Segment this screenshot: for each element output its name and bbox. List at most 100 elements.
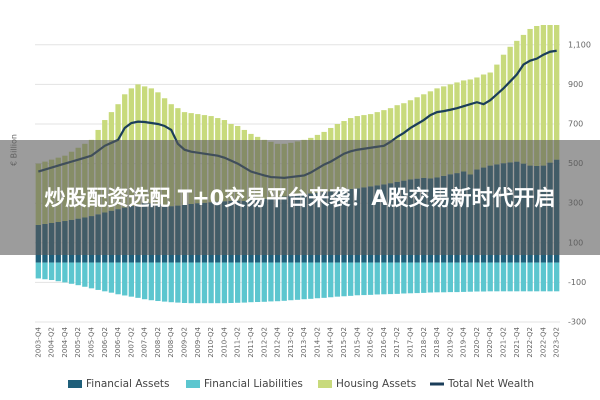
bar [314,262,321,299]
bar [441,262,447,293]
bar [534,25,540,166]
bar [367,262,374,295]
bar [394,262,400,294]
bar [268,262,274,302]
bar [474,262,480,292]
bar [161,262,168,302]
x-tick-label: 2017-Q4 [406,326,414,357]
bar [135,262,141,298]
x-tick-label: 2021-Q2 [500,327,508,358]
bar [361,262,367,296]
bar [427,262,434,293]
x-tick-label: 2011-Q4 [247,326,255,357]
bar [500,54,507,164]
bar [454,82,460,174]
bar [208,262,214,304]
bar [188,262,194,304]
x-tick-label: 2009-Q4 [194,326,202,357]
bar [381,262,387,295]
bar [228,262,234,303]
bar [254,262,261,303]
y-tick-label: 700 [568,120,583,129]
x-tick-label: 2015-Q4 [353,326,361,357]
bar [407,100,414,180]
bar [95,262,101,290]
bar [301,262,307,300]
bar [354,262,360,296]
bar [421,94,427,178]
x-tick-label: 2015-Q2 [340,327,348,358]
x-tick-label: 2005-Q4 [87,326,95,357]
bar [288,262,294,301]
x-tick-label: 2014-Q2 [313,327,321,358]
x-tick-label: 2005-Q2 [74,327,82,358]
bar [487,262,493,292]
y-tick-label: 900 [568,80,583,89]
bar [447,262,454,293]
bar [507,46,513,163]
bar [62,262,68,283]
bar [467,79,473,175]
bar [441,86,447,176]
bar [554,262,560,292]
bar [122,262,128,296]
bar [348,262,354,296]
bar [527,28,533,166]
bar [235,262,241,303]
x-tick-label: 2006-Q2 [101,327,109,358]
bar [554,25,560,160]
bar [321,262,327,298]
bar [494,262,500,292]
bar [401,262,407,294]
legend-label: Housing Assets [336,378,416,390]
bar [201,262,208,304]
bar [514,40,520,162]
x-tick-label: 2019-Q4 [460,326,468,357]
bar [494,64,500,165]
bar [527,262,533,292]
bar [547,262,553,292]
x-tick-label: 2011-Q2 [234,327,242,358]
x-tick-label: 2014-Q4 [327,326,335,357]
bar [102,262,108,292]
bar [115,262,121,295]
bar [141,262,148,300]
bar [547,25,553,163]
bar [148,262,154,301]
y-tick-label: -300 [568,318,586,327]
legend-label: Financial Assets [86,378,170,390]
bar [374,262,380,295]
bar [48,262,55,281]
banner-text: 炒股配资选配 T+0交易平台来袭！A股交易新时代开启 [44,185,556,210]
bar [414,262,420,294]
bar [75,262,81,286]
bar [274,262,281,302]
legend-swatch [186,380,200,388]
x-tick-label: 2003-Q4 [34,326,42,357]
legend-swatch [318,380,332,388]
x-tick-label: 2016-Q4 [380,326,388,357]
bar [387,262,394,295]
x-tick-label: 2007-Q2 [127,327,135,358]
bar [421,262,427,293]
legend-label: Financial Liabilities [204,378,303,390]
bar [88,262,95,289]
bar [35,262,41,279]
bar [427,91,434,179]
bar [221,262,228,304]
bar [520,34,527,164]
bar [168,262,174,303]
x-tick-label: 2021-Q4 [513,326,521,357]
bar [540,262,547,292]
bar [434,88,440,178]
bar [261,262,267,302]
bar [474,77,480,170]
bar [540,25,547,166]
bar [328,262,334,298]
x-tick-label: 2022-Q4 [539,326,547,357]
bar [507,262,513,292]
x-tick-label: 2010-Q4 [220,326,228,357]
bar [82,262,88,287]
bar [108,262,115,293]
